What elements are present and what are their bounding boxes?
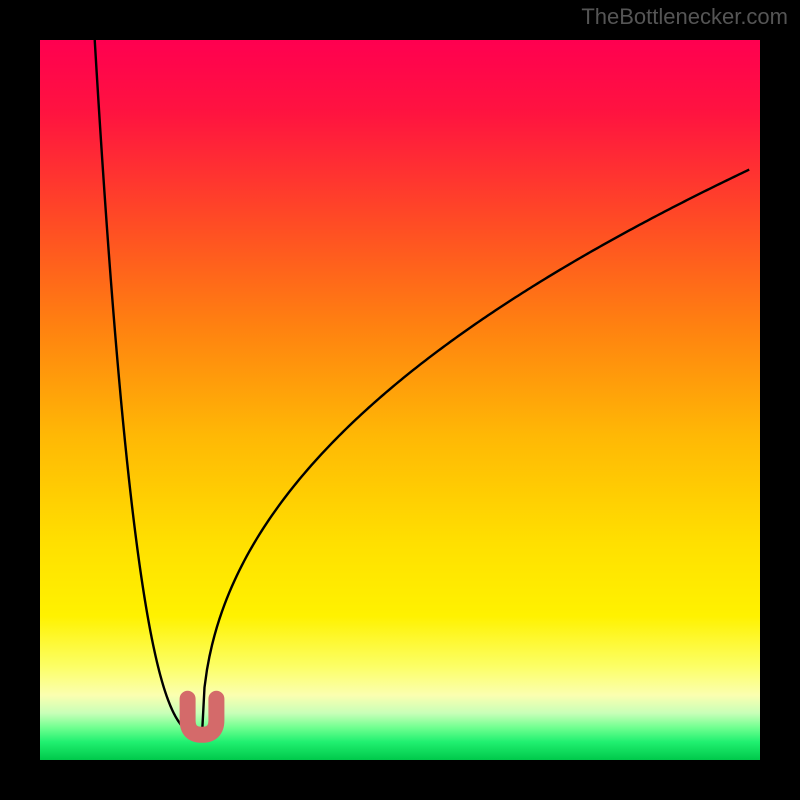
chart-container: TheBottlenecker.com: [0, 0, 800, 800]
watermark-text: TheBottlenecker.com: [581, 4, 788, 30]
gradient-plot-area: [40, 40, 760, 760]
chart-svg: [0, 0, 800, 800]
